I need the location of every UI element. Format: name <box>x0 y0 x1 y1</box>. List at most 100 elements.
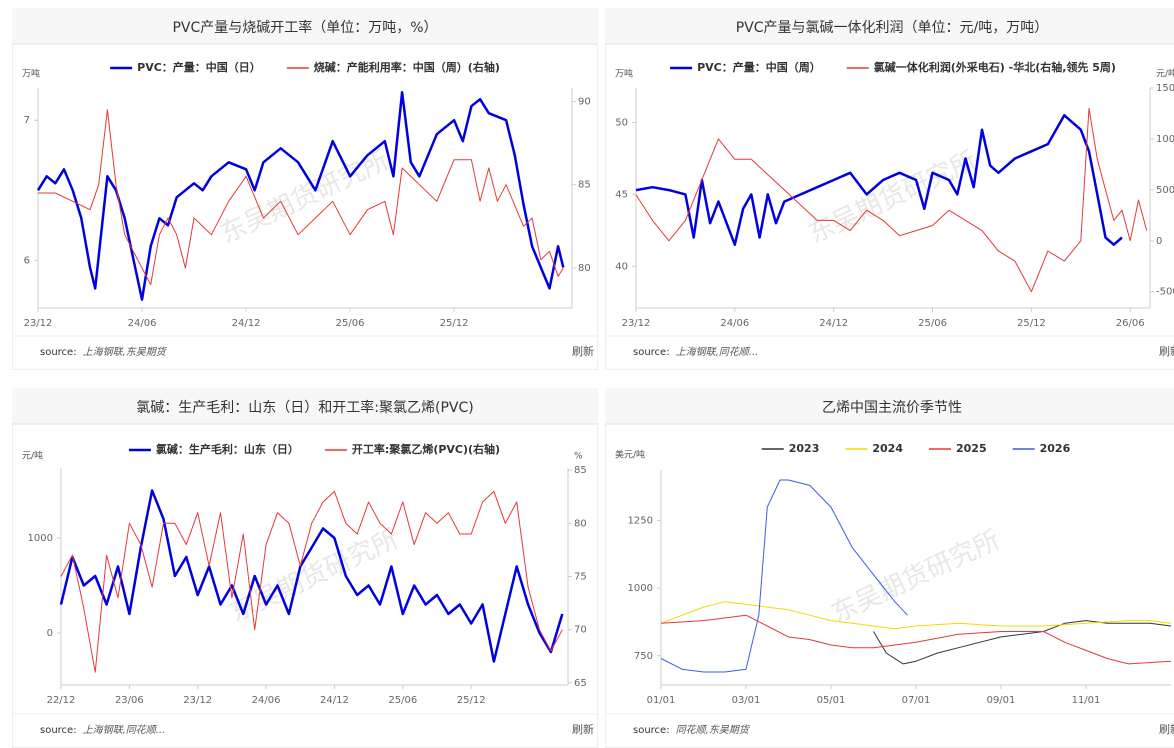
y2-tick-label: 80 <box>578 263 591 274</box>
chart-title: 氯碱：生产毛利：山东（日）和开工率:聚氯乙烯(PVC) <box>136 399 473 416</box>
source-label: source: <box>40 725 77 736</box>
legend-label: 2025 <box>956 442 987 455</box>
x-tick-label: 24/06 <box>720 318 749 329</box>
x-tick-label: 22/12 <box>47 695 76 706</box>
x-tick-label: 25/12 <box>1017 318 1046 329</box>
source-text: 上海钢联,同花顺... <box>83 724 166 736</box>
x-tick-label: 24/12 <box>320 695 349 706</box>
y-tick-label: 1000 <box>628 583 653 594</box>
source-label: source: <box>633 347 670 358</box>
x-tick-label: 01/01 <box>647 695 676 706</box>
y2-tick-label: 65 <box>574 678 587 689</box>
source-label: source: <box>633 725 670 736</box>
x-tick-label: 25/12 <box>440 318 469 329</box>
refresh-button[interactable]: 刷新 <box>1159 722 1174 736</box>
legend: 2023 2024 2025 2026 <box>761 442 1071 455</box>
x-tick-label: 23/12 <box>183 695 212 706</box>
y-tick-label: 1250 <box>628 516 653 527</box>
title-band <box>12 8 598 44</box>
x-tick-label: 25/06 <box>388 695 417 706</box>
series-line <box>635 107 1148 293</box>
title-band <box>605 388 1174 424</box>
x-tick-label: 25/06 <box>336 318 365 329</box>
legend: PVC：产量：中国（日） 烧碱：产能利用率：中国（周）(右轴) <box>110 60 500 74</box>
y-unit: 万吨 <box>615 68 633 80</box>
y-tick-label: 45 <box>615 189 628 200</box>
title-band <box>12 388 598 424</box>
x-tick-label: 25/12 <box>457 695 486 706</box>
legend-label: PVC：产量：中国（周） <box>697 60 821 74</box>
y2-tick-label: 70 <box>574 625 587 636</box>
source-text: 上海钢联,东吴期货 <box>83 346 168 358</box>
panel-background <box>605 388 1174 748</box>
refresh-button[interactable]: 刷新 <box>572 344 594 358</box>
y2-tick-label: 85 <box>574 465 587 476</box>
chart-title: 乙烯中国主流价季节性 <box>822 400 962 416</box>
x-tick-label: 03/01 <box>732 695 761 706</box>
y-tick-label: 40 <box>615 261 628 272</box>
series-line <box>59 489 564 663</box>
x-tick-label: 24/06 <box>128 318 157 329</box>
legend-label: 氯碱：生产毛利：山东（日） <box>156 442 299 456</box>
y2-tick-label: 75 <box>574 572 587 583</box>
x-tick-label: 05/01 <box>817 695 846 706</box>
y-tick-label: 0 <box>47 628 53 639</box>
legend-label: 开工率:聚氯乙烯(PVC)(右轴) <box>352 442 500 456</box>
series-line <box>38 109 564 286</box>
series-line <box>635 114 1123 246</box>
title-band <box>605 8 1174 44</box>
y2-tick-label: 90 <box>578 96 591 107</box>
series-line <box>36 90 565 301</box>
y2-tick-label: 1000 <box>1156 134 1174 145</box>
chart-title: PVC产量与烧碱开工率（单位：万吨，%） <box>172 19 437 36</box>
legend-label: PVC：产量：中国（日） <box>137 60 261 74</box>
x-tick-label: 23/12 <box>622 318 651 329</box>
legend-label: 2023 <box>789 442 820 455</box>
legend: 氯碱：生产毛利：山东（日） 开工率:聚氯乙烯(PVC)(右轴) <box>128 442 500 456</box>
y2-tick-label: -500 <box>1156 287 1174 298</box>
x-tick-label: 25/06 <box>918 318 947 329</box>
legend-label: 2024 <box>872 442 903 455</box>
x-tick-label: 24/12 <box>819 318 848 329</box>
y2-unit: % <box>574 452 583 462</box>
y2-tick-label: 80 <box>574 518 587 529</box>
refresh-button[interactable]: 刷新 <box>1159 344 1174 358</box>
series-line <box>660 601 1172 630</box>
x-tick-label: 07/01 <box>902 695 931 706</box>
y2-tick-label: 85 <box>578 180 591 191</box>
series-line <box>660 614 1172 665</box>
y-tick-label: 6 <box>24 255 30 266</box>
y-tick-label: 1000 <box>28 533 53 544</box>
chart-title: PVC产量与氯碱一体化利润（单位：元/吨，万吨） <box>736 20 1049 36</box>
legend-label: 烧碱：产能利用率：中国（周）(右轴) <box>314 60 500 74</box>
x-tick-label: 23/06 <box>115 695 144 706</box>
source-label: source: <box>40 347 77 358</box>
y-unit: 美元/吨 <box>615 449 645 461</box>
y-unit: 万吨 <box>22 68 40 80</box>
y-tick-label: 750 <box>634 651 653 662</box>
refresh-button[interactable]: 刷新 <box>572 722 594 736</box>
source-text: 上海钢联,同花顺... <box>676 346 759 358</box>
source-text: 同花顺,东吴期货 <box>676 724 751 736</box>
y-tick-label: 50 <box>615 118 628 129</box>
x-tick-label: 11/01 <box>1072 695 1101 706</box>
series-line <box>873 620 1172 665</box>
y-unit: 元/吨 <box>22 450 43 462</box>
series-line <box>60 490 563 673</box>
y-tick-label: 7 <box>24 115 30 126</box>
x-tick-label: 26/06 <box>1116 318 1145 329</box>
series-line <box>660 479 908 673</box>
y2-tick-label: 500 <box>1156 185 1174 196</box>
y2-tick-label: 0 <box>1156 236 1162 247</box>
x-tick-label: 09/01 <box>987 695 1016 706</box>
x-tick-label: 24/06 <box>252 695 281 706</box>
legend-label: 2026 <box>1040 442 1071 455</box>
legend: PVC：产量：中国（周） 氯碱一体化利润(外采电石) -华北(右轴,领先 5周) <box>670 60 1116 74</box>
x-tick-label: 24/12 <box>232 318 261 329</box>
x-tick-label: 23/12 <box>24 318 53 329</box>
